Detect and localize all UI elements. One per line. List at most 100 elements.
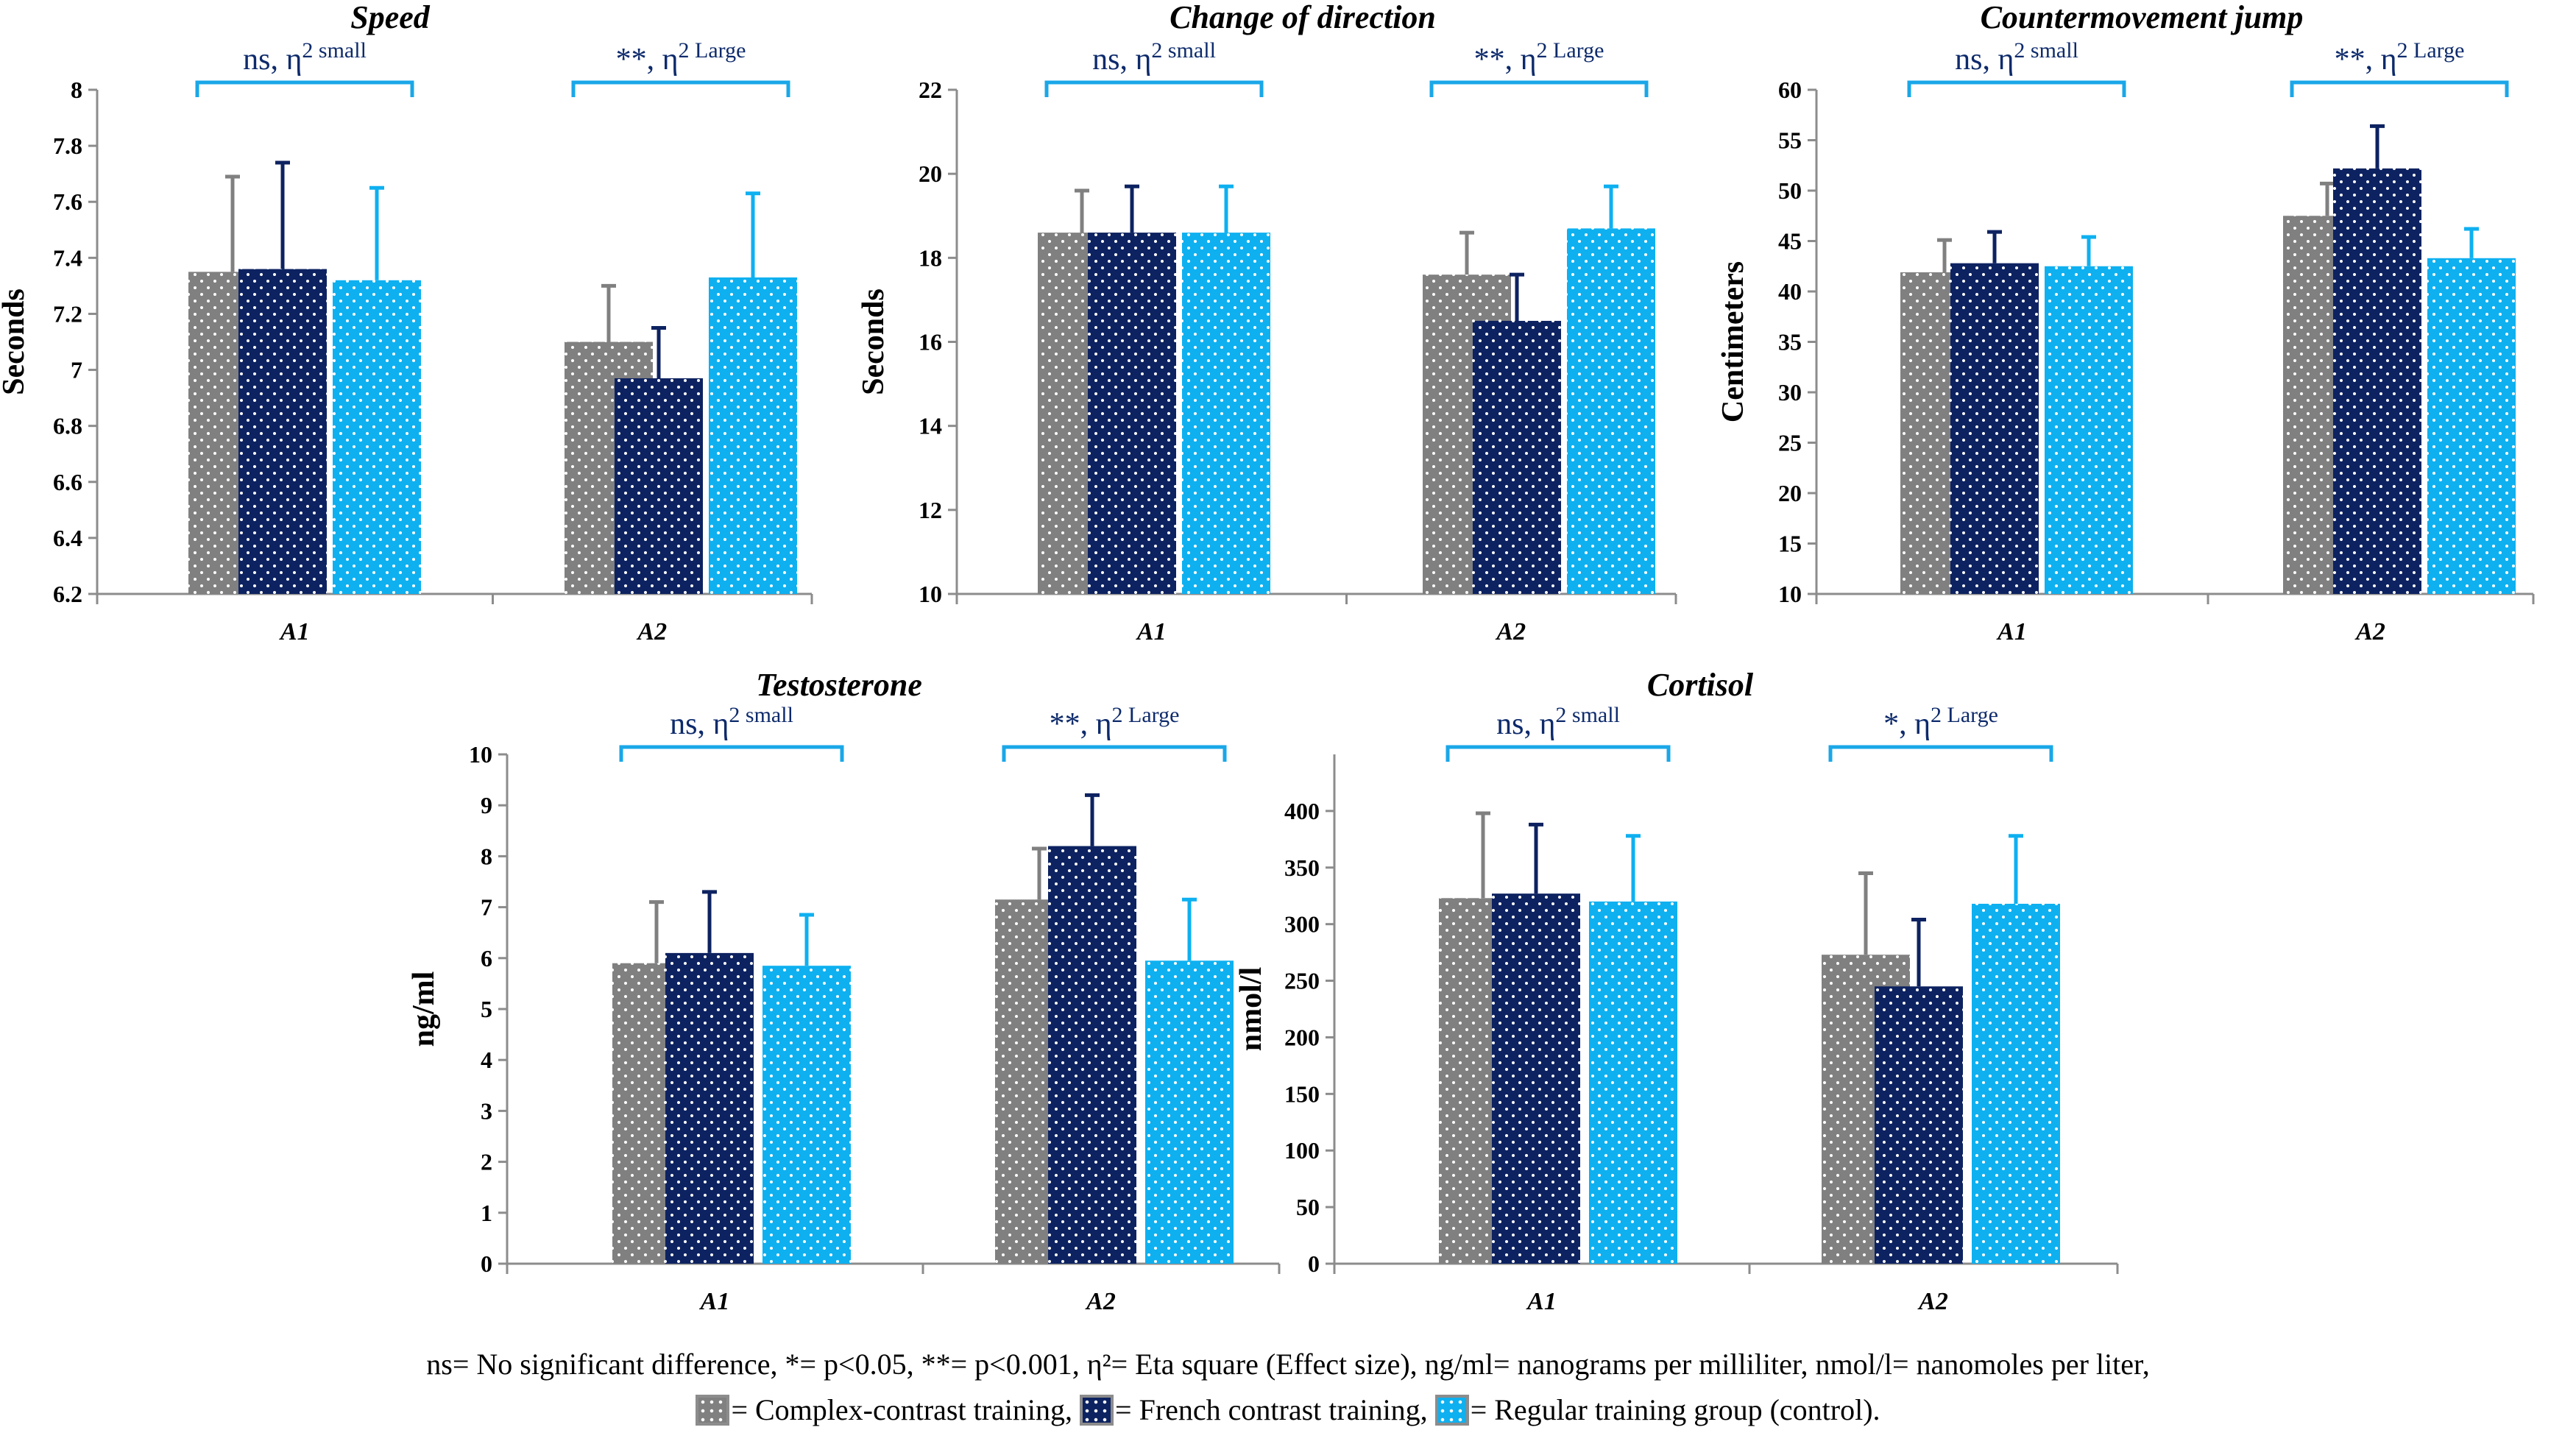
significance-effect-size: 2 small [1151, 38, 1216, 63]
bar-french-a2 [1875, 986, 1963, 1264]
significance-effect-size: 2 small [302, 38, 367, 63]
y-tick-label: 22 [919, 77, 942, 103]
significance-effect-size: 2 Large [2397, 38, 2465, 63]
significance-main-text: **, η [1474, 43, 1537, 77]
significance-label: **, η2 Large [616, 38, 746, 77]
bar-french-a1 [1950, 263, 2039, 594]
y-tick-label: 35 [1778, 329, 1802, 355]
y-tick-label: 18 [919, 244, 942, 271]
y-tick-label: 7 [481, 894, 492, 921]
significance-main-text: **, η [1050, 707, 1112, 741]
x-category-label: A1 [1136, 618, 1167, 645]
y-tick-label: 8 [481, 843, 492, 869]
y-tick-label: 3 [481, 1097, 492, 1124]
significance-bracket [571, 80, 790, 97]
y-tick-label: 7.6 [53, 188, 82, 215]
y-tick-label: 400 [1284, 798, 1320, 824]
significance-bracket [1446, 745, 1671, 762]
legend-label-regular: = Regular training group (control). [1470, 1393, 1880, 1426]
y-tick-label: 30 [1778, 379, 1802, 406]
y-tick-label: 6 [481, 945, 492, 971]
y-tick-label: 9 [481, 792, 492, 818]
bar-regular-a1 [1589, 901, 1677, 1264]
bar-french-a1 [665, 952, 754, 1264]
significance-bracket [2290, 80, 2509, 97]
y-tick-label: 2 [481, 1149, 492, 1175]
y-tick-label: 6.4 [53, 525, 82, 551]
y-tick-label: 1 [481, 1200, 492, 1226]
y-tick-label: 10 [1778, 581, 1802, 607]
french-swatch-icon [1080, 1395, 1114, 1426]
legend-item-regular: = Regular training group (control). [1434, 1392, 1880, 1427]
chart-title: Change of direction [1170, 0, 1436, 35]
chart-speed: Speed 6.2 6.4 6.6 6.8 7 7.2 7.4 7.6 7.8 8 Seconds A1… [0, 0, 813, 645]
y-tick-label: 10 [469, 741, 492, 768]
y-axis-label: Seconds [0, 289, 31, 395]
significance-label: **, η2 Large [1474, 38, 1604, 77]
y-tick-label: 6.2 [53, 581, 82, 607]
y-tick-label: 15 [1778, 531, 1802, 557]
bar-french-a2 [615, 378, 703, 594]
significance-main-text: ns, η [1092, 43, 1151, 77]
x-category-label: A1 [1526, 1288, 1557, 1315]
chart-countermovement-jump: Countermovement jump 10 15 20 25 30 35 40 45 50 55… [1716, 0, 2535, 645]
x-category-label: A2 [1495, 618, 1526, 645]
significance-effect-size: 2 Large [1537, 38, 1604, 63]
chart-title: Speed [350, 0, 431, 35]
bar-french-a1 [238, 269, 327, 594]
significance-effect-size: 2 Large [1931, 703, 1998, 727]
bar-french-a2 [1048, 846, 1136, 1264]
y-tick-label: 6.6 [53, 469, 82, 495]
significance-effect-size: 2 small [1555, 703, 1620, 727]
significance-main-text: ns, η [1496, 707, 1555, 741]
significance-label: ns, η2 small [1496, 703, 1620, 741]
x-category-label: A2 [2354, 618, 2385, 645]
significance-label: **, η2 Large [2335, 38, 2465, 77]
y-tick-label: 55 [1778, 127, 1802, 154]
y-tick-label: 8 [71, 77, 82, 103]
chart-title: Testosterone [756, 667, 922, 703]
bar-regular-a2 [1567, 228, 1655, 594]
chart-cortisol: Cortisol 0 50 100 150 200 250 300 350 400 nmol/l A1… [1234, 667, 2119, 1315]
y-tick-label: 150 [1284, 1080, 1320, 1107]
significance-effect-size: 2 small [2014, 38, 2078, 63]
y-axis-label: ng/ml [407, 971, 441, 1047]
significance-main-text: **, η [2335, 43, 2397, 77]
regular-swatch-icon [1434, 1395, 1469, 1426]
bar-regular-a1 [333, 280, 421, 594]
significance-main-text: ns, η [670, 707, 729, 741]
significance-label: ns, η2 small [243, 38, 367, 77]
y-axis-label: nmol/l [1234, 967, 1268, 1051]
significance-main-text: *, η [1883, 707, 1931, 741]
x-category-label: A2 [1085, 1288, 1116, 1315]
significance-bracket [619, 745, 844, 762]
y-tick-label: 250 [1284, 968, 1320, 994]
y-axis-label: Seconds [857, 289, 891, 395]
x-category-label: A2 [1917, 1288, 1948, 1315]
significance-bracket [1828, 745, 2053, 762]
bar-regular-a2 [1145, 960, 1234, 1264]
significance-label: *, η2 Large [1883, 703, 1998, 741]
y-tick-label: 16 [919, 329, 942, 355]
bar-regular-a1 [1182, 233, 1270, 594]
significance-label: ns, η2 small [670, 703, 793, 741]
significance-label: ns, η2 small [1955, 38, 2078, 77]
significance-bracket [1044, 80, 1264, 97]
bar-regular-a1 [762, 966, 851, 1264]
footnote-abbreviations: ns= No significant difference, *= p<0.05… [426, 1348, 2150, 1381]
y-tick-label: 5 [481, 996, 492, 1022]
bar-french-a1 [1492, 893, 1580, 1264]
significance-main-text: ns, η [1955, 43, 2014, 77]
significance-bracket [1002, 745, 1227, 762]
y-tick-label: 10 [919, 581, 942, 607]
y-axis-label: Centimeters [1716, 261, 1750, 422]
bar-regular-a2 [2427, 258, 2516, 594]
significance-main-text: ns, η [243, 43, 302, 77]
significance-effect-size: 2 Large [1112, 703, 1180, 727]
y-tick-label: 0 [481, 1250, 492, 1277]
significance-label: ns, η2 small [1092, 38, 1216, 77]
x-category-label: A2 [636, 618, 667, 645]
y-tick-label: 4 [481, 1047, 492, 1073]
